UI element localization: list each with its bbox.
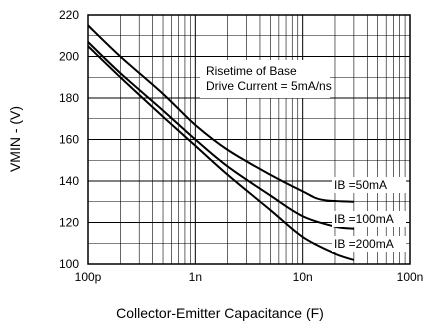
- y-tick-label: 200: [59, 50, 79, 64]
- series-label-1: IB =100mA: [334, 212, 394, 226]
- y-tick-label: 140: [59, 174, 79, 188]
- series-curves: [87, 24, 355, 261]
- series-line-0: [87, 24, 354, 203]
- x-tick-label: 100p: [75, 270, 102, 284]
- plot-frame: [87, 14, 411, 265]
- annotation-background: [200, 60, 330, 98]
- y-tick-label: 220: [59, 8, 79, 22]
- y-tick-label: 100: [59, 257, 79, 271]
- y-tick-label: 160: [59, 133, 79, 147]
- y-tick-labels: 100 120 140 160 180 200 220: [59, 8, 79, 271]
- series-label-background: [332, 236, 406, 252]
- x-tick-label: 10n: [293, 270, 313, 284]
- series-line-2: [87, 45, 355, 261]
- annotation: Risetime of Base Drive Current = 5mA/ns: [200, 60, 332, 98]
- x-tick-label: 100n: [397, 270, 424, 284]
- y-tick-label: 120: [59, 216, 79, 230]
- x-axis-title: Collector-Emitter Capacitance (F): [116, 305, 324, 321]
- series-labels: IB =50mA IB =100mA IB =200mA: [332, 177, 406, 252]
- x-tick-label: 1n: [189, 270, 202, 284]
- x-tick-labels: 100p 1n 10n 100n: [75, 270, 424, 284]
- series-label-0: IB =50mA: [334, 178, 387, 192]
- series-label-background: [332, 177, 406, 193]
- series-label-background: [332, 211, 406, 227]
- annotation-line-1: Risetime of Base: [206, 64, 297, 78]
- series-label-2: IB =200mA: [334, 237, 394, 251]
- y-axis-title: VMIN - (V): [7, 106, 23, 172]
- series-line-1: [87, 41, 354, 230]
- annotation-line-2: Drive Current = 5mA/ns: [206, 79, 332, 93]
- y-tick-label: 180: [59, 91, 79, 105]
